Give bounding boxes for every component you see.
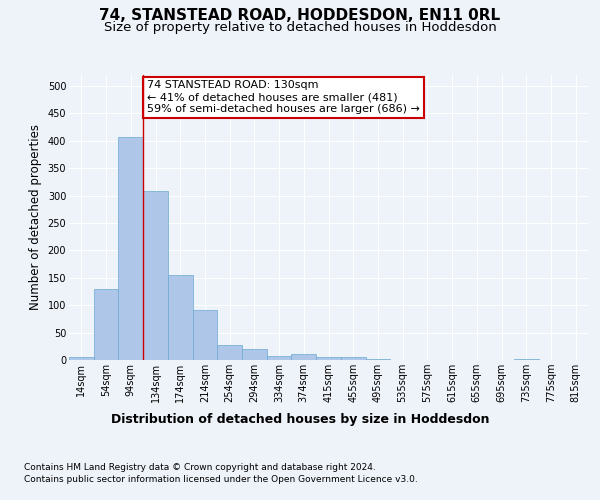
Bar <box>94 289 118 360</box>
Text: 74 STANSTEAD ROAD: 130sqm
← 41% of detached houses are smaller (481)
59% of semi: 74 STANSTEAD ROAD: 130sqm ← 41% of detac… <box>147 80 420 114</box>
Bar <box>292 354 316 360</box>
Text: 74, STANSTEAD ROAD, HODDESDON, EN11 0RL: 74, STANSTEAD ROAD, HODDESDON, EN11 0RL <box>100 8 500 22</box>
Bar <box>143 191 168 360</box>
Bar <box>118 137 143 360</box>
Text: Size of property relative to detached houses in Hoddesdon: Size of property relative to detached ho… <box>104 22 496 35</box>
Text: Distribution of detached houses by size in Hoddesdon: Distribution of detached houses by size … <box>111 412 489 426</box>
Bar <box>365 359 390 360</box>
Bar <box>267 356 292 360</box>
Y-axis label: Number of detached properties: Number of detached properties <box>29 124 42 310</box>
Bar <box>242 349 267 360</box>
Bar <box>69 358 94 360</box>
Text: Contains public sector information licensed under the Open Government Licence v3: Contains public sector information licen… <box>24 475 418 484</box>
Bar <box>217 344 242 360</box>
Bar <box>341 358 365 360</box>
Bar <box>168 275 193 360</box>
Text: Contains HM Land Registry data © Crown copyright and database right 2024.: Contains HM Land Registry data © Crown c… <box>24 462 376 471</box>
Bar <box>316 358 341 360</box>
Bar <box>193 310 217 360</box>
